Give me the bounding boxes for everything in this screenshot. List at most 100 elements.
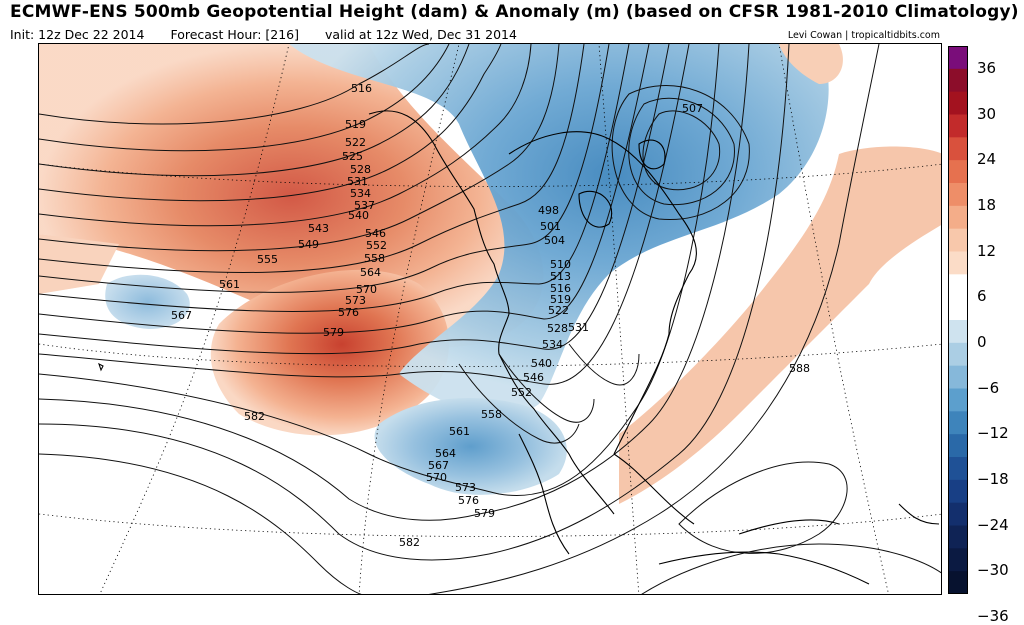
colorbar-label: 18 (977, 195, 997, 214)
contour-label: 531 (347, 175, 368, 188)
contour-label: 525 (342, 150, 363, 163)
contour-label: 576 (458, 494, 479, 507)
colorbar-label: −18 (977, 469, 1009, 488)
contour-label: 519 (345, 118, 366, 131)
contour-label: 588 (789, 362, 810, 375)
colorbar-segment (948, 91, 968, 115)
contour-label: 567 (428, 459, 449, 472)
contour-label: 573 (455, 481, 476, 494)
colorbar-segment (948, 525, 968, 549)
colorbar-svg (948, 46, 968, 594)
colorbar-segment (948, 502, 968, 526)
forecast-meta: Init: 12z Dec 22 2014 Forecast Hour: [21… (10, 27, 539, 42)
anomaly-shading (39, 44, 941, 504)
init-time: Init: 12z Dec 22 2014 (10, 27, 145, 42)
colorbar-segment (948, 548, 968, 572)
colorbar-label: 30 (977, 104, 997, 123)
height-contours (39, 44, 941, 594)
contour-label: 516 (351, 82, 372, 95)
colorbar-label: 24 (977, 150, 997, 169)
colorbar-label: −36 (977, 606, 1009, 625)
contour-label: 543 (308, 222, 329, 235)
contour-label: 522 (345, 136, 366, 149)
colorbar-segment (948, 411, 968, 435)
colorbar-label: −30 (977, 561, 1009, 580)
contour-label: 522 (548, 304, 569, 317)
contour-label: 498 (538, 204, 559, 217)
contour-label: 528 (350, 163, 371, 176)
coastlines (98, 110, 940, 585)
colorbar-segment (948, 68, 968, 93)
colorbar-label: 6 (977, 287, 987, 306)
colorbar-segment (948, 251, 968, 275)
colorbar-segment (948, 205, 968, 230)
colorbar-segment (948, 228, 968, 252)
contour-label: 561 (219, 278, 240, 291)
map-svg: 516 519 522 525 528 531 534 537 540 543 … (39, 44, 941, 594)
contour-label: 516 (550, 282, 571, 295)
forecast-hour: Forecast Hour: [216] (170, 27, 300, 42)
contour-label: 546 (523, 371, 544, 384)
graticule (39, 44, 941, 594)
colorbar-label: −6 (977, 378, 1000, 397)
contour-label: 579 (323, 326, 344, 339)
contour-label: 537 (354, 199, 375, 212)
contour-label-group: 516 519 522 525 528 531 534 537 540 543 … (171, 82, 810, 549)
colorbar-label: −24 (977, 515, 1009, 534)
colorbar-segment (948, 479, 968, 504)
contour-label: 504 (544, 234, 565, 247)
colorbar-segment (948, 388, 968, 412)
colorbar-label: 0 (977, 332, 987, 351)
colorbar-border (948, 46, 968, 594)
colorbar-segment (948, 434, 968, 458)
map-panel: 516 519 522 525 528 531 534 537 540 543 … (38, 43, 942, 595)
contour-label: 564 (435, 447, 456, 460)
contour-label: 582 (399, 536, 420, 549)
colorbar-segment (948, 114, 968, 138)
contour-label: 519 (550, 293, 571, 306)
contour-label: 564 (360, 266, 381, 279)
contour-label: 567 (171, 309, 192, 322)
colorbar (948, 46, 968, 594)
contour-label: 540 (348, 209, 369, 222)
contour-label: 534 (350, 187, 371, 200)
contour-label: 507 (682, 102, 703, 115)
colorbar-segment (948, 320, 968, 344)
contour-label: 501 (540, 220, 561, 233)
chart-title: ECMWF-ENS 500mb Geopotential Height (dam… (10, 2, 1019, 22)
contour-label: 528 (547, 322, 568, 335)
valid-time: valid at 12z Wed, Dec 31 2014 (325, 27, 517, 42)
colorbar-segment (948, 160, 968, 184)
colorbar-segment (948, 457, 968, 481)
contour-label: 540 (531, 357, 552, 370)
contour-label: 552 (366, 239, 387, 252)
contour-label: 558 (364, 252, 385, 265)
contour-label: 510 (550, 258, 571, 271)
contour-label: 555 (257, 253, 278, 266)
contour-label: 546 (365, 227, 386, 240)
contour-label: 579 (474, 507, 495, 520)
contour-label: 561 (449, 425, 470, 438)
colorbar-segment (948, 137, 968, 161)
contour-label: 570 (356, 283, 377, 296)
colorbar-label: 12 (977, 241, 997, 260)
credit-text: Levi Cowan | tropicaltidbits.com (787, 30, 940, 41)
contour-label: 576 (338, 306, 359, 319)
contour-label: 534 (542, 338, 563, 351)
colorbar-segment (948, 365, 968, 389)
contour-label: 558 (481, 408, 502, 421)
contour-label: 552 (511, 386, 532, 399)
contour-label: 549 (298, 238, 319, 251)
colorbar-segment (948, 571, 968, 594)
colorbar-label: −12 (977, 424, 1009, 443)
contour-label: 573 (345, 294, 366, 307)
colorbar-segment (948, 297, 968, 321)
contour-label: 513 (550, 270, 571, 283)
colorbar-label: 36 (977, 58, 997, 77)
contour-label: 570 (426, 471, 447, 484)
contour-label: 531 (568, 321, 589, 334)
colorbar-segment (948, 46, 968, 70)
colorbar-segment (948, 342, 968, 367)
contour-label: 582 (244, 410, 265, 423)
colorbar-segment (948, 274, 968, 298)
